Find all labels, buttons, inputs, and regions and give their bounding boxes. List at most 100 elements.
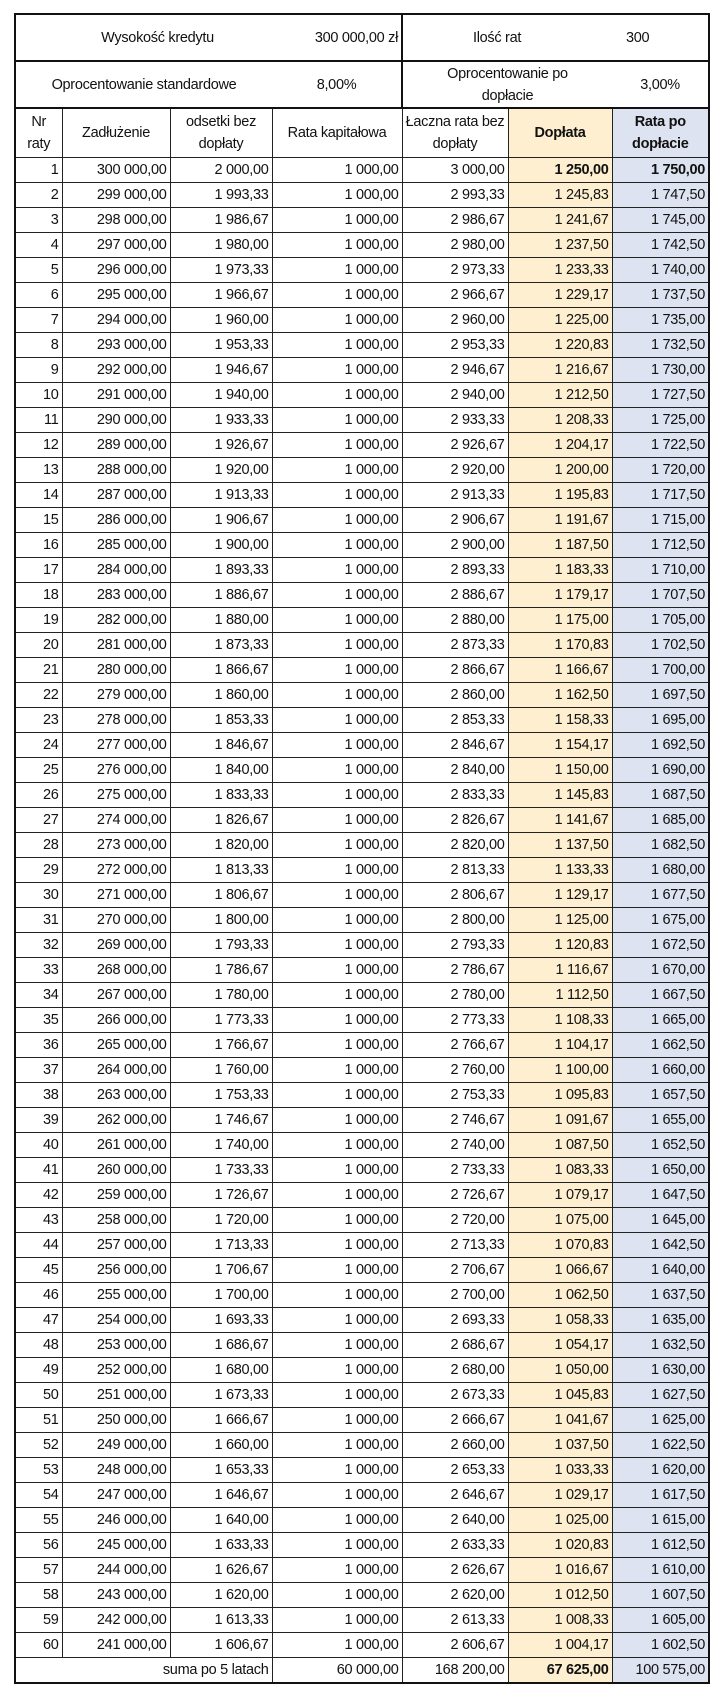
cell-nr[interactable]: 38: [14, 1082, 63, 1108]
cell-nr[interactable]: 57: [14, 1557, 63, 1583]
cell-capital[interactable]: 1 000,00: [271, 1482, 403, 1508]
cell-total[interactable]: 2 893,33: [401, 557, 509, 583]
cell-interest[interactable]: 1 886,67: [169, 582, 273, 608]
cell-debt[interactable]: 266 000,00: [61, 1007, 171, 1033]
cell-doplata[interactable]: 1 020,83: [507, 1532, 613, 1558]
cell-capital[interactable]: 1 000,00: [271, 1182, 403, 1208]
cell-total[interactable]: 2 866,67: [401, 657, 509, 683]
cell-nr[interactable]: 22: [14, 682, 63, 708]
cell-interest[interactable]: 1 766,67: [169, 1032, 273, 1058]
cell-nr[interactable]: 49: [14, 1357, 63, 1383]
cell-rata-po[interactable]: 1 702,50: [611, 632, 711, 658]
cell-capital[interactable]: 1 000,00: [271, 257, 403, 283]
cell-debt[interactable]: 261 000,00: [61, 1132, 171, 1158]
cell-rata-po[interactable]: 1 627,50: [611, 1382, 711, 1408]
cell-total[interactable]: 2 706,67: [401, 1257, 509, 1283]
cell-doplata[interactable]: 1 095,83: [507, 1082, 613, 1108]
cell-debt[interactable]: 271 000,00: [61, 882, 171, 908]
cell-interest[interactable]: 1 660,00: [169, 1432, 273, 1458]
cell-doplata[interactable]: 1 170,83: [507, 632, 613, 658]
cell-rata-po[interactable]: 1 612,50: [611, 1532, 711, 1558]
cell-capital[interactable]: 1 000,00: [271, 157, 403, 183]
cell-interest[interactable]: 1 680,00: [169, 1357, 273, 1383]
cell-rata-po[interactable]: 1 692,50: [611, 732, 711, 758]
cell-capital[interactable]: 1 000,00: [271, 232, 403, 258]
cell-nr[interactable]: 44: [14, 1232, 63, 1258]
cell-doplata[interactable]: 1 008,33: [507, 1607, 613, 1633]
cell-nr[interactable]: 33: [14, 957, 63, 983]
loan-amount-value[interactable]: 300 000,00 zł: [272, 13, 402, 61]
cell-interest[interactable]: 1 846,67: [169, 732, 273, 758]
cell-doplata[interactable]: 1 050,00: [507, 1357, 613, 1383]
cell-nr[interactable]: 19: [14, 607, 63, 633]
cell-capital[interactable]: 1 000,00: [271, 857, 403, 883]
cell-nr[interactable]: 60: [14, 1632, 63, 1658]
cell-nr[interactable]: 25: [14, 757, 63, 783]
cell-debt[interactable]: 257 000,00: [61, 1232, 171, 1258]
cell-total[interactable]: 2 833,33: [401, 782, 509, 808]
cell-total[interactable]: 2 933,33: [401, 407, 509, 433]
cell-nr[interactable]: 23: [14, 707, 63, 733]
cell-rata-po[interactable]: 1 712,50: [611, 532, 711, 558]
cell-nr[interactable]: 29: [14, 857, 63, 883]
cell-doplata[interactable]: 1 004,17: [507, 1632, 613, 1658]
cell-debt[interactable]: 252 000,00: [61, 1357, 171, 1383]
cell-debt[interactable]: 262 000,00: [61, 1107, 171, 1133]
cell-nr[interactable]: 2: [14, 182, 63, 208]
cell-rata-po[interactable]: 1 705,00: [611, 607, 711, 633]
cell-nr[interactable]: 7: [14, 307, 63, 333]
cell-debt[interactable]: 263 000,00: [61, 1082, 171, 1108]
cell-interest[interactable]: 1 840,00: [169, 757, 273, 783]
cell-total[interactable]: 2 686,67: [401, 1332, 509, 1358]
cell-capital[interactable]: 1 000,00: [271, 1632, 403, 1658]
cell-total[interactable]: 2 886,67: [401, 582, 509, 608]
cell-doplata[interactable]: 1 016,67: [507, 1557, 613, 1583]
cell-rata-po[interactable]: 1 660,00: [611, 1057, 711, 1083]
cell-doplata[interactable]: 1 187,50: [507, 532, 613, 558]
cell-doplata[interactable]: 1 137,50: [507, 832, 613, 858]
cell-interest[interactable]: 1 866,67: [169, 657, 273, 683]
cell-capital[interactable]: 1 000,00: [271, 432, 403, 458]
cell-nr[interactable]: 17: [14, 557, 63, 583]
cell-doplata[interactable]: 1 150,00: [507, 757, 613, 783]
cell-rata-po[interactable]: 1 697,50: [611, 682, 711, 708]
cell-nr[interactable]: 16: [14, 532, 63, 558]
cell-interest[interactable]: 1 933,33: [169, 407, 273, 433]
cell-doplata[interactable]: 1 100,00: [507, 1057, 613, 1083]
cell-capital[interactable]: 1 000,00: [271, 1607, 403, 1633]
cell-debt[interactable]: 296 000,00: [61, 257, 171, 283]
cell-debt[interactable]: 273 000,00: [61, 832, 171, 858]
cell-interest[interactable]: 1 640,00: [169, 1507, 273, 1533]
cell-interest[interactable]: 1 893,33: [169, 557, 273, 583]
cell-nr[interactable]: 50: [14, 1382, 63, 1408]
cell-interest[interactable]: 1 980,00: [169, 232, 273, 258]
cell-interest[interactable]: 1 920,00: [169, 457, 273, 483]
cell-capital[interactable]: 1 000,00: [271, 1107, 403, 1133]
total-installment[interactable]: 168 200,00: [401, 1657, 509, 1684]
cell-nr[interactable]: 35: [14, 1007, 63, 1033]
cell-interest[interactable]: 1 860,00: [169, 682, 273, 708]
cell-interest[interactable]: 1 620,00: [169, 1582, 273, 1608]
cell-nr[interactable]: 34: [14, 982, 63, 1008]
cell-nr[interactable]: 10: [14, 382, 63, 408]
cell-interest[interactable]: 1 986,67: [169, 207, 273, 233]
cell-interest[interactable]: 1 926,67: [169, 432, 273, 458]
cell-doplata[interactable]: 1 241,67: [507, 207, 613, 233]
cell-doplata[interactable]: 1 112,50: [507, 982, 613, 1008]
cell-total[interactable]: 2 993,33: [401, 182, 509, 208]
cell-total[interactable]: 2 873,33: [401, 632, 509, 658]
cell-rata-po[interactable]: 1 637,50: [611, 1282, 711, 1308]
cell-rata-po[interactable]: 1 657,50: [611, 1082, 711, 1108]
cell-capital[interactable]: 1 000,00: [271, 1157, 403, 1183]
cell-doplata[interactable]: 1 012,50: [507, 1582, 613, 1608]
cell-total[interactable]: 2 666,67: [401, 1407, 509, 1433]
cell-nr[interactable]: 21: [14, 657, 63, 683]
cell-debt[interactable]: 258 000,00: [61, 1207, 171, 1233]
cell-debt[interactable]: 247 000,00: [61, 1482, 171, 1508]
cell-capital[interactable]: 1 000,00: [271, 607, 403, 633]
cell-rata-po[interactable]: 1 650,00: [611, 1157, 711, 1183]
cell-nr[interactable]: 45: [14, 1257, 63, 1283]
cell-debt[interactable]: 278 000,00: [61, 707, 171, 733]
cell-debt[interactable]: 282 000,00: [61, 607, 171, 633]
cell-rata-po[interactable]: 1 700,00: [611, 657, 711, 683]
